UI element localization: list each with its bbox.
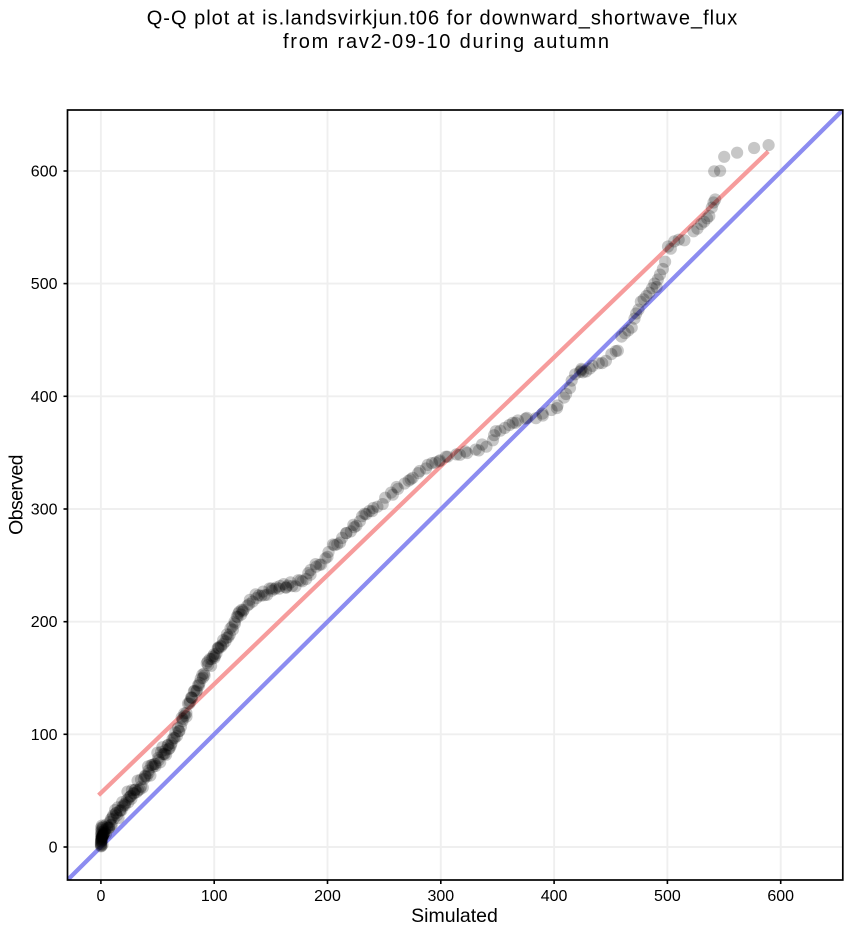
svg-text:500: 500 <box>654 888 681 905</box>
svg-text:100: 100 <box>31 727 58 744</box>
svg-text:Observed: Observed <box>6 455 28 535</box>
svg-text:100: 100 <box>201 888 228 905</box>
svg-text:500: 500 <box>31 276 58 293</box>
svg-text:0: 0 <box>96 888 105 905</box>
svg-text:from rav2-09-10 during autumn: from rav2-09-10 during autumn <box>283 31 611 53</box>
svg-text:400: 400 <box>541 888 568 905</box>
svg-text:0: 0 <box>49 840 58 857</box>
svg-text:300: 300 <box>31 502 58 519</box>
svg-text:200: 200 <box>314 888 341 905</box>
svg-text:600: 600 <box>31 164 58 181</box>
svg-text:600: 600 <box>767 888 794 905</box>
svg-text:Simulated: Simulated <box>411 905 498 927</box>
svg-text:200: 200 <box>31 614 58 631</box>
svg-text:Q-Q plot at is.landsvirkjun.t0: Q-Q plot at is.landsvirkjun.t06 for down… <box>147 8 738 30</box>
svg-text:300: 300 <box>427 888 454 905</box>
svg-text:400: 400 <box>31 389 58 406</box>
